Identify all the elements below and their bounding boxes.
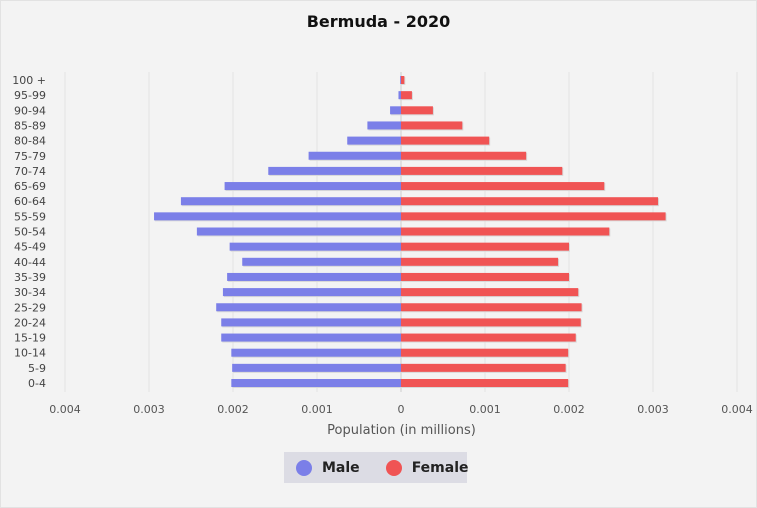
- x-tick-label: 0.001: [301, 403, 333, 416]
- bar-female: [401, 212, 666, 221]
- bar-female: [401, 151, 527, 160]
- bar-male: [229, 242, 401, 251]
- x-tick-label: 0.003: [637, 403, 669, 416]
- y-tick-label: 50-54: [14, 226, 46, 239]
- bar-male: [390, 106, 401, 115]
- bar-female: [401, 272, 569, 281]
- bar-male: [180, 197, 401, 206]
- bar-male: [400, 76, 401, 84]
- y-tick-label: 40-44: [14, 256, 46, 269]
- bar-female: [401, 121, 463, 130]
- bar-male: [221, 318, 401, 327]
- bar-male: [232, 363, 401, 372]
- bar-female: [401, 106, 433, 115]
- bar-male: [308, 151, 401, 160]
- y-tick-label: 45-49: [14, 241, 46, 254]
- bar-male: [216, 303, 401, 312]
- bar-female: [401, 379, 569, 387]
- legend-label-male: Male: [322, 459, 360, 476]
- y-tick-label: 100 +: [12, 74, 46, 87]
- bar-female: [401, 91, 412, 100]
- bar-male: [398, 91, 401, 100]
- bar-female: [401, 242, 569, 251]
- y-tick-label: 60-64: [14, 195, 46, 208]
- x-tick-label: 0: [398, 403, 405, 416]
- bar-female: [401, 166, 563, 175]
- legend-item-female[interactable]: Female: [385, 459, 469, 476]
- y-tick-label: 15-19: [14, 332, 46, 345]
- y-tick-label: 35-39: [14, 271, 46, 284]
- bar-female: [401, 363, 566, 372]
- bar-female: [401, 348, 569, 357]
- y-tick-label: 95-99: [14, 89, 46, 102]
- legend: Male Female: [284, 452, 469, 483]
- legend-label-female: Female: [411, 459, 469, 476]
- y-tick-label: 0-4: [28, 377, 46, 390]
- bar-male: [347, 136, 401, 145]
- bar-female: [401, 227, 610, 236]
- x-tick-label: 0.002: [217, 403, 249, 416]
- bar-male: [224, 182, 401, 191]
- x-tick-label: 0.001: [469, 403, 501, 416]
- bar-male: [268, 166, 401, 175]
- y-tick-label: 90-94: [14, 104, 46, 117]
- bar-female: [401, 257, 559, 266]
- bar-female: [401, 318, 581, 327]
- bar-male: [231, 348, 401, 357]
- y-tick-label: 65-69: [14, 180, 46, 193]
- legend-dot-male: [296, 459, 312, 476]
- x-axis-label: Population (in millions): [327, 423, 476, 438]
- x-tick-label: 0.004: [721, 403, 753, 416]
- bar-male: [196, 227, 401, 236]
- x-tick-label: 0.002: [553, 403, 585, 416]
- y-tick-label: 55-59: [14, 210, 46, 223]
- bar-female: [401, 136, 490, 145]
- bar-female: [401, 182, 605, 191]
- bar-female: [401, 288, 579, 297]
- y-tick-label: 80-84: [14, 135, 46, 148]
- bar-male: [227, 272, 401, 281]
- legend-item-male[interactable]: Male: [296, 459, 360, 476]
- bar-male: [242, 257, 401, 266]
- bar-male: [221, 333, 401, 342]
- x-tick-label: 0.003: [133, 403, 165, 416]
- bar-female: [401, 303, 582, 312]
- y-tick-label: 20-24: [14, 316, 46, 329]
- y-tick-label: 10-14: [14, 347, 46, 360]
- y-tick-label: 30-34: [14, 286, 46, 299]
- y-tick-label: 25-29: [14, 301, 46, 314]
- y-tick-label: 5-9: [28, 362, 46, 375]
- bar-female: [401, 76, 405, 84]
- bar-male: [367, 121, 401, 130]
- bar-female: [401, 333, 576, 342]
- y-tick-label: 75-79: [14, 150, 46, 163]
- y-tick-label: 70-74: [14, 165, 46, 178]
- bar-male: [222, 288, 401, 297]
- chart-title: Bermuda - 2020: [306, 12, 451, 31]
- bar-male: [154, 212, 401, 221]
- y-tick-label: 85-89: [14, 119, 46, 132]
- legend-dot-female: [385, 459, 402, 476]
- bar-male: [231, 379, 401, 387]
- x-tick-label: 0.004: [49, 403, 81, 416]
- bar-female: [401, 197, 659, 206]
